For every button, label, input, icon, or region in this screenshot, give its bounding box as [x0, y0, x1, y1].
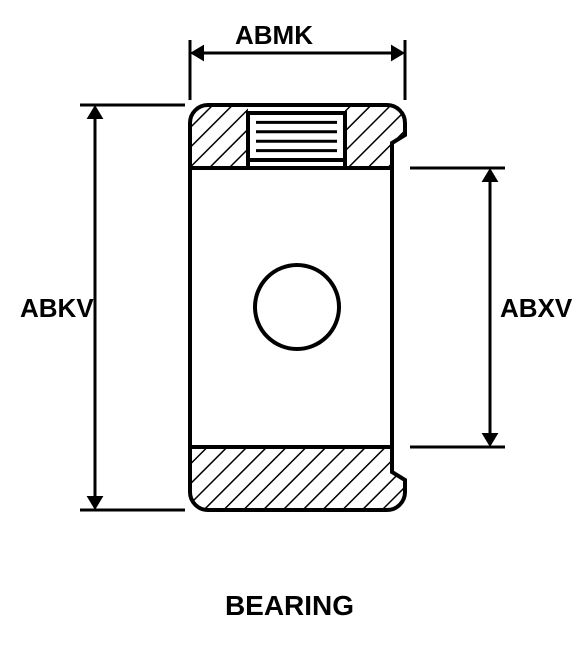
label-abmk: ABMK: [235, 20, 313, 51]
title: BEARING: [0, 590, 579, 622]
center-bore: [255, 265, 339, 349]
roller-element: [248, 113, 345, 160]
label-abkv: ABKV: [20, 293, 94, 324]
bearing-diagram: [0, 0, 579, 660]
label-abxv: ABXV: [500, 293, 572, 324]
